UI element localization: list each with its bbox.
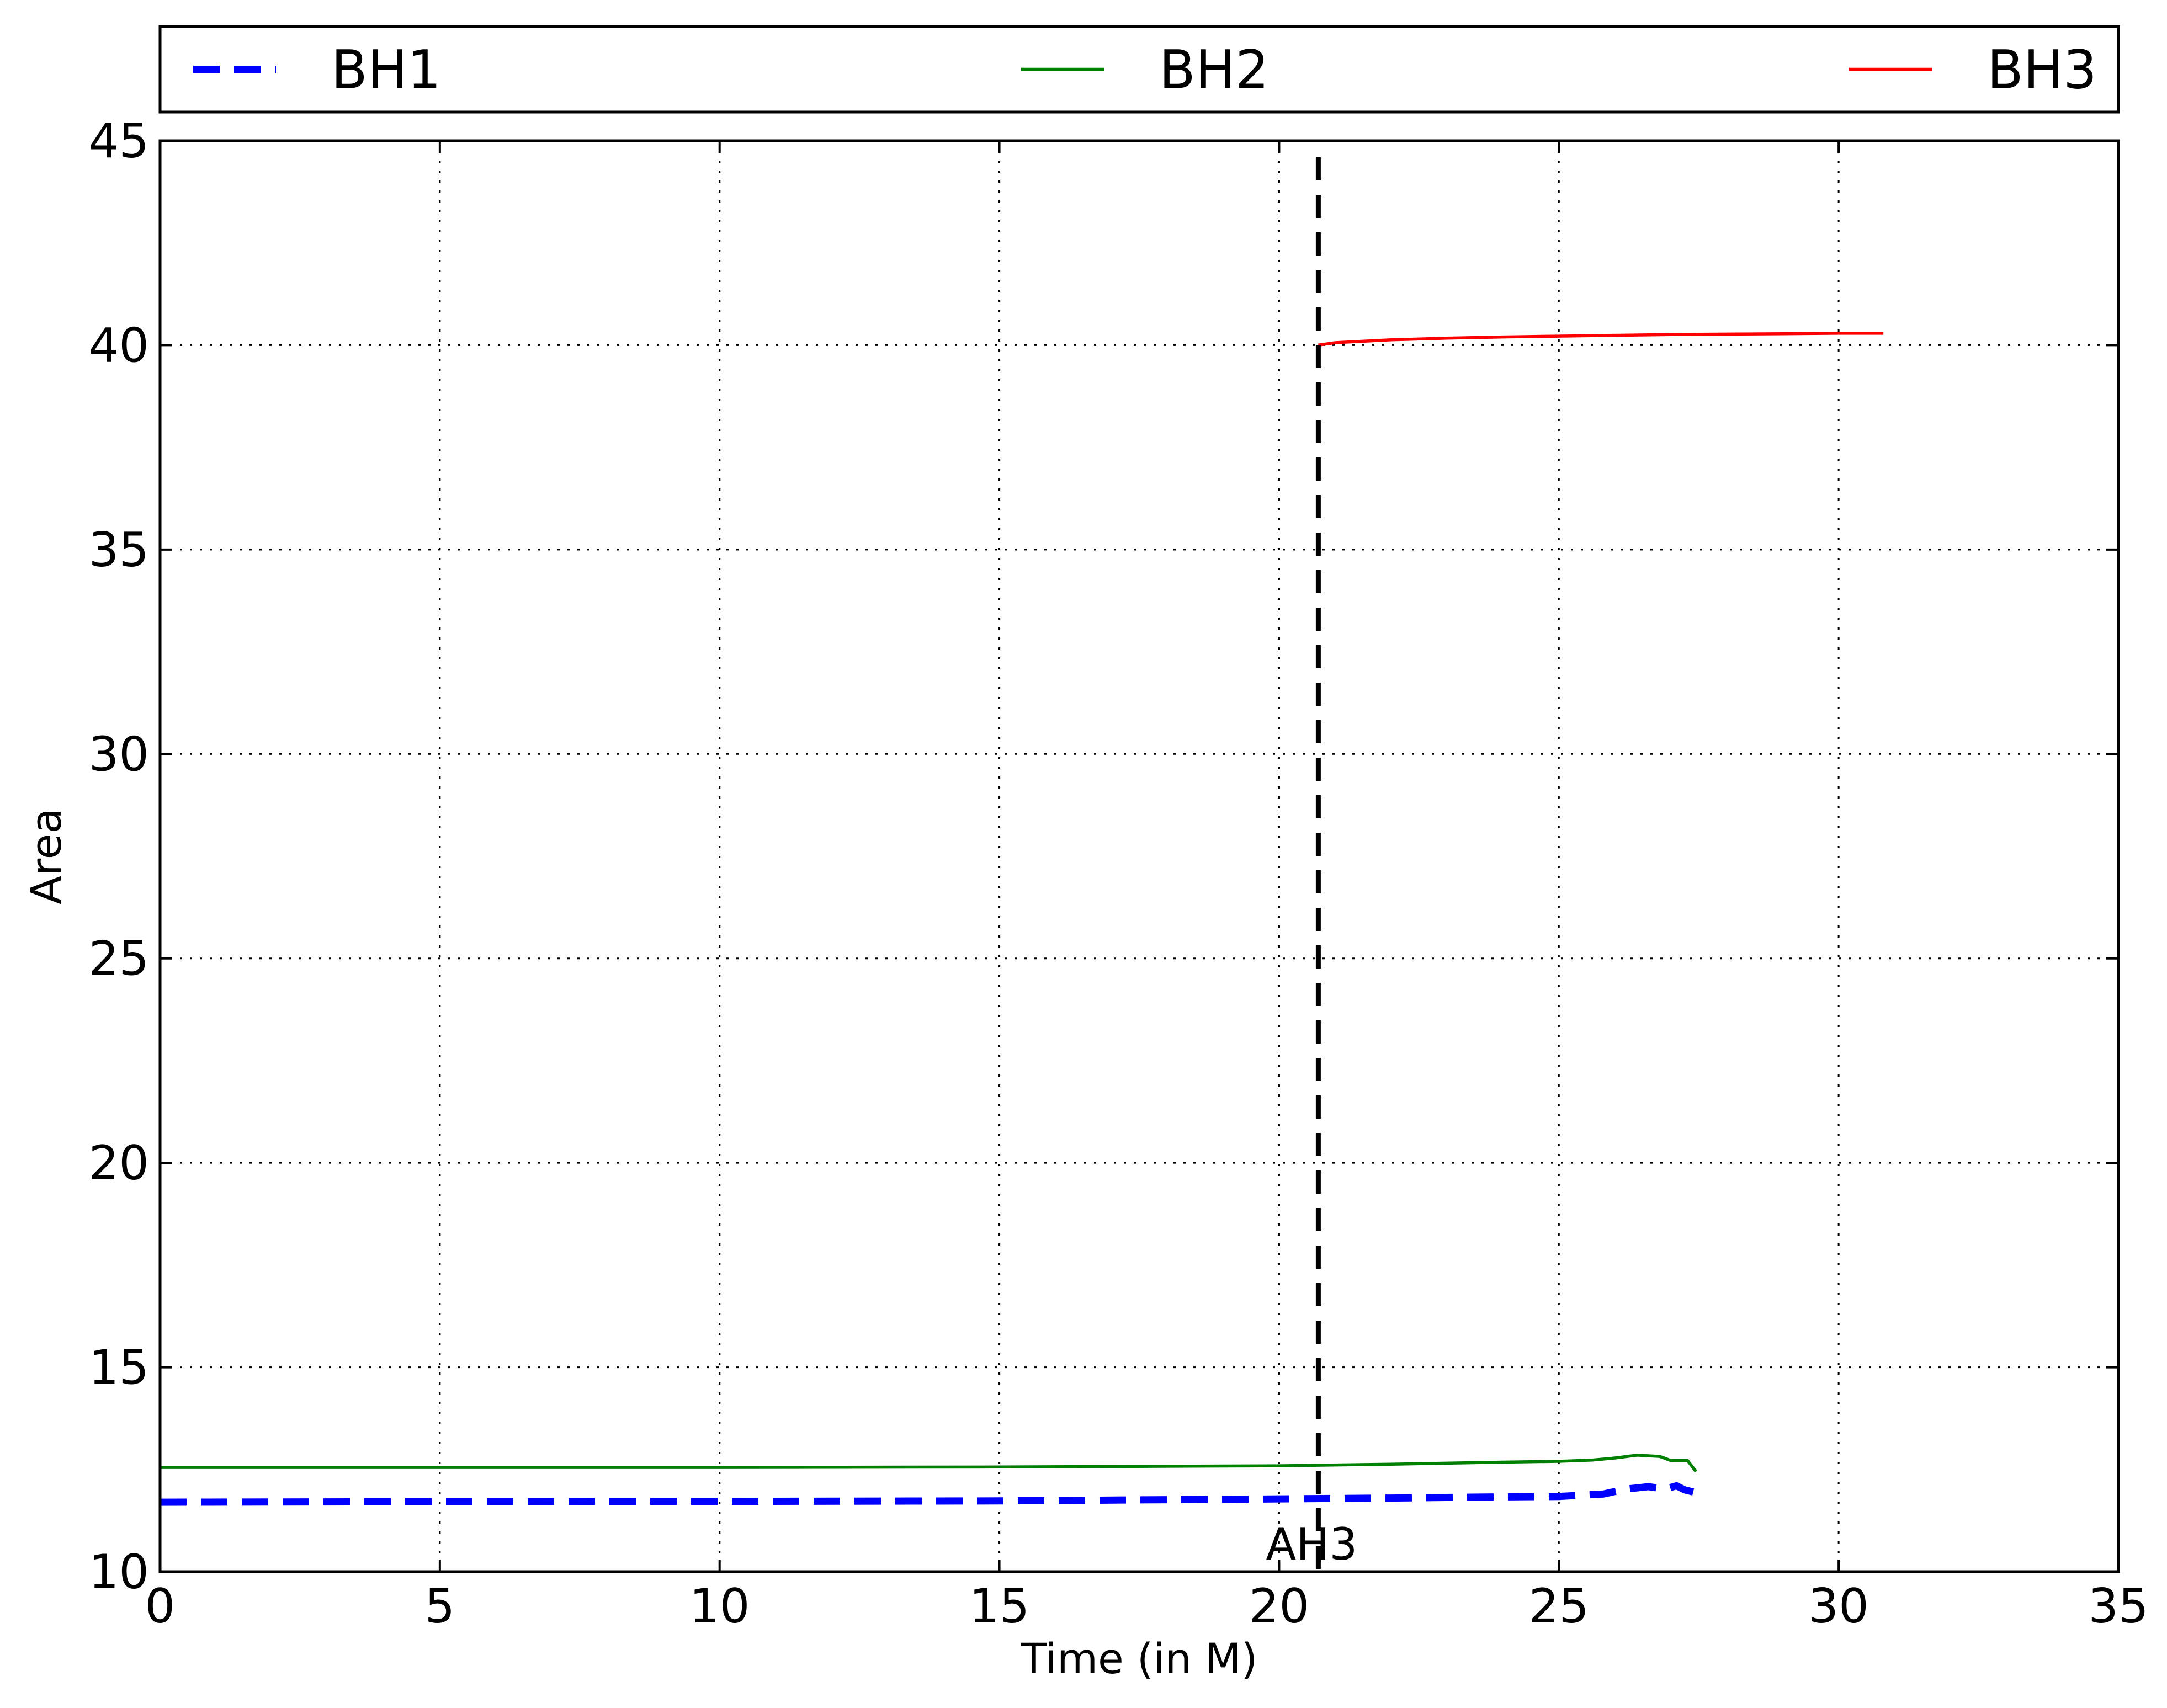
y-tick-label: 45 xyxy=(89,114,149,169)
y-tick-label: 15 xyxy=(89,1340,149,1396)
legend-label-bh3: BH3 xyxy=(1987,39,2097,101)
y-tick-label: 10 xyxy=(89,1545,149,1600)
x-tick-label: 10 xyxy=(689,1579,750,1634)
x-tick-label: 30 xyxy=(1808,1579,1868,1634)
legend: BH1 BH2 BH3 xyxy=(158,25,2120,114)
series-line-bh3 xyxy=(1318,332,1884,347)
vertical-marker-label: AH3 xyxy=(1266,1519,1357,1570)
x-tick-label: 15 xyxy=(969,1579,1029,1634)
legend-label-bh2: BH2 xyxy=(1159,39,1269,101)
plot-frame xyxy=(158,139,2120,1573)
series-line-bh1 xyxy=(160,1482,1695,1506)
series-lines xyxy=(160,332,1884,1506)
y-tick-label: 35 xyxy=(89,523,149,578)
y-tick-label: 20 xyxy=(89,1136,149,1191)
x-tick-label: 25 xyxy=(1529,1579,1589,1634)
x-tick-label: 5 xyxy=(424,1579,455,1634)
x-tick-label: 0 xyxy=(145,1579,176,1634)
legend-frame xyxy=(158,25,2120,114)
axis-ticks: 0 5 10 15 20 25 30 35 10 15 20 25 30 35 40 45 xyxy=(89,114,2149,1634)
legend-label-bh1: BH1 xyxy=(331,39,441,101)
y-tick-label: 30 xyxy=(89,727,149,782)
series-line-bh2 xyxy=(160,1454,1697,1473)
y-axis-label: Area xyxy=(22,808,71,904)
annotations: AH3 xyxy=(1266,157,1357,1572)
y-tick-label: 40 xyxy=(89,318,149,373)
x-tick-label: 35 xyxy=(2088,1579,2148,1634)
y-tick-label: 25 xyxy=(89,932,149,987)
grid-lines xyxy=(160,141,2118,1572)
x-tick-label: 20 xyxy=(1249,1579,1309,1634)
x-axis-label: Time (in M) xyxy=(1021,1634,1257,1683)
